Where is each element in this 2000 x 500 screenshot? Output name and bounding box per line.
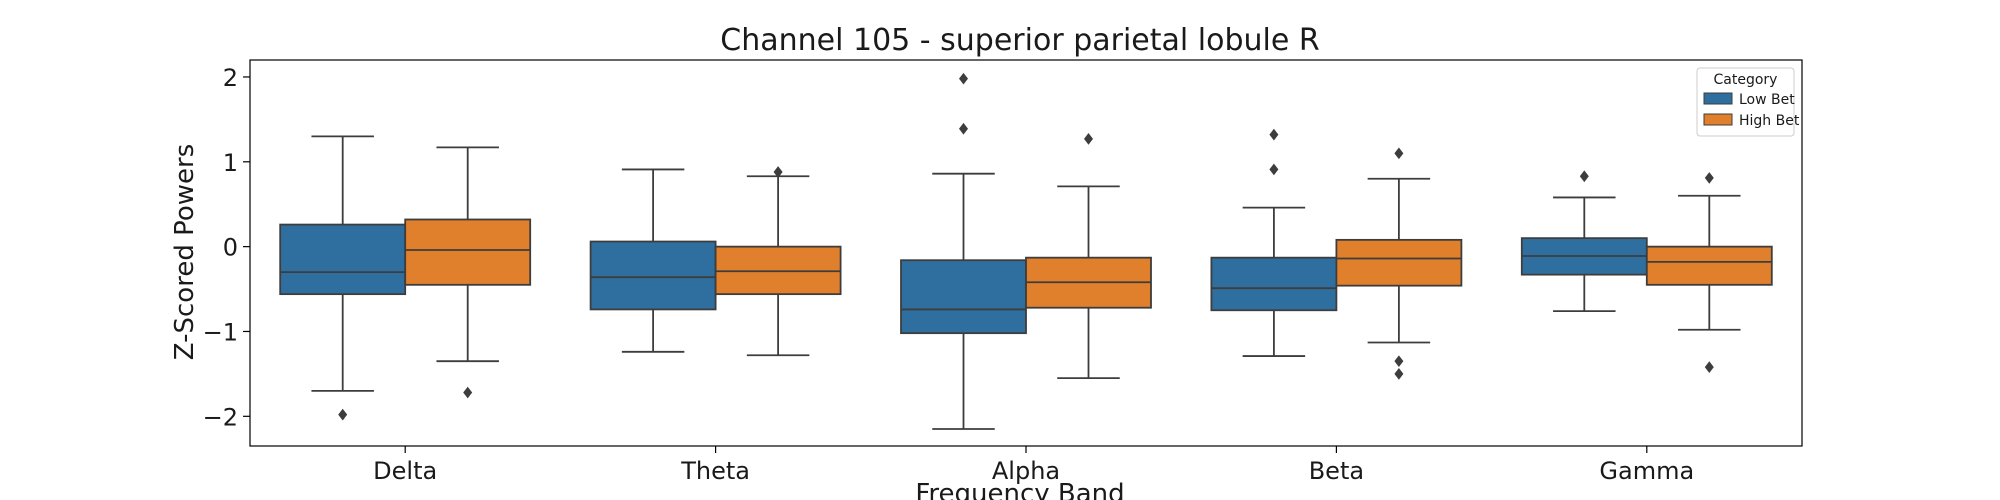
box-low-bet-theta [589,168,717,353]
box-low-bet-gamma [1520,170,1648,313]
box-low-bet-beta [1210,128,1338,357]
iqr-box [404,218,532,286]
chart-title: Channel 105 - superior parietal lobule R [720,23,1319,58]
iqr-box [279,223,407,296]
legend-label: High Bet [1739,113,1800,129]
outlier-point [1269,163,1279,176]
outlier-point [1394,368,1404,380]
y-tick-label: 0 [223,234,238,262]
box-high-bet-alpha [1025,133,1152,380]
y-tick-label: 1 [223,149,238,177]
outlier-point [1394,147,1404,160]
legend-title: Category [1714,72,1778,88]
box-low-bet-alpha [900,72,1027,430]
legend-swatch [1703,92,1733,105]
outlier-point [959,72,968,85]
y-tick-label: 2 [223,64,238,92]
y-axis-label: Z-Scored Powers [170,144,200,360]
outlier-point [1704,172,1714,184]
y-tick-label: −1 [203,318,238,346]
outlier-point [338,408,348,421]
outlier-point [1579,170,1589,183]
plot-area: 2 1 0 −1 −2 Delta Theta Alpha Beta Gamma Category L… [203,59,1803,485]
box-high-bet-beta [1335,147,1463,380]
iqr-box [589,240,717,311]
outlier-point [1269,128,1279,141]
outlier-point [463,386,473,399]
iqr-box [1335,238,1463,287]
box-high-bet-delta [404,146,532,399]
iqr-box [1210,256,1338,312]
legend-label: Low Bet [1739,92,1795,108]
box-high-bet-gamma [1645,172,1773,373]
x-tick-label: Theta [680,457,750,485]
box-high-bet-theta [714,166,842,357]
x-tick-label: Alpha [992,457,1060,485]
x-tick-label: Beta [1309,457,1364,485]
outlier-point [1084,133,1093,145]
x-tick-label: Gamma [1599,457,1694,485]
x-axis-label: Frequency Band [915,479,1124,500]
y-tick-label: −2 [203,403,238,431]
iqr-box [1645,245,1773,286]
legend: Category Low Bet High Bet [1696,67,1800,137]
legend-swatch [1703,113,1733,126]
iqr-box [900,259,1027,335]
outlier-point [773,166,783,178]
box-low-bet-delta [279,135,407,421]
x-tick-label: Delta [373,457,437,485]
outlier-point [1394,355,1404,368]
outlier-point [959,122,968,135]
outlier-point [1704,361,1714,373]
